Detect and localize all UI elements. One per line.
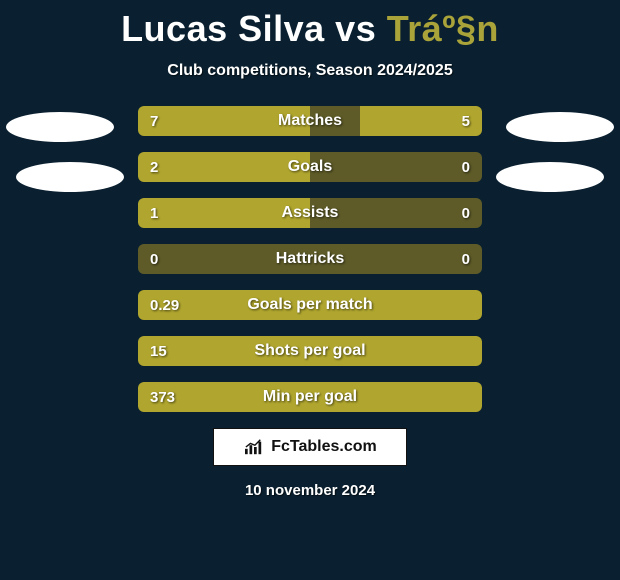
badge-text: FcTables.com [271, 438, 377, 456]
chart-icon [243, 438, 265, 456]
stat-value-right: 0 [462, 152, 470, 182]
bar-fill-left [138, 290, 310, 320]
stat-value-right: 0 [462, 198, 470, 228]
bar-fill-left [138, 152, 310, 182]
stat-row: 20Goals [138, 152, 482, 182]
bar-fill-left [138, 382, 310, 412]
bar-fill-right [310, 336, 482, 366]
title-player2: Tráº§n [387, 8, 499, 49]
avatar [6, 112, 114, 142]
stat-value-right: 0 [462, 244, 470, 274]
stat-row: 10Assists [138, 198, 482, 228]
comparison-chart: 75Matches20Goals10Assists00Hattricks0.29… [138, 106, 482, 412]
content-area: 75Matches20Goals10Assists00Hattricks0.29… [0, 106, 620, 412]
stat-label: Hattricks [138, 244, 482, 274]
bar-fill-left [138, 106, 310, 136]
avatar [506, 112, 614, 142]
avatar [16, 162, 124, 192]
bar-fill-right [310, 290, 482, 320]
page-title: Lucas Silva vs Tráº§n [0, 0, 620, 50]
date-text: 10 november 2024 [0, 482, 620, 499]
stat-row: 373Min per goal [138, 382, 482, 412]
avatar [496, 162, 604, 192]
stat-row: 75Matches [138, 106, 482, 136]
source-badge[interactable]: FcTables.com [213, 428, 407, 466]
bar-fill-right [360, 106, 482, 136]
stat-row: 0 0Hattricks [138, 244, 482, 274]
stat-value-left: 0 [150, 244, 158, 274]
title-vs: vs [325, 8, 387, 49]
subtitle: Club competitions, Season 2024/2025 [0, 62, 620, 80]
stat-row: 0.29Goals per match [138, 290, 482, 320]
stat-row: 15Shots per goal [138, 336, 482, 366]
bar-fill-right [310, 382, 482, 412]
bar-fill-left [138, 336, 310, 366]
bar-fill-left [138, 198, 310, 228]
title-player1: Lucas Silva [121, 8, 325, 49]
